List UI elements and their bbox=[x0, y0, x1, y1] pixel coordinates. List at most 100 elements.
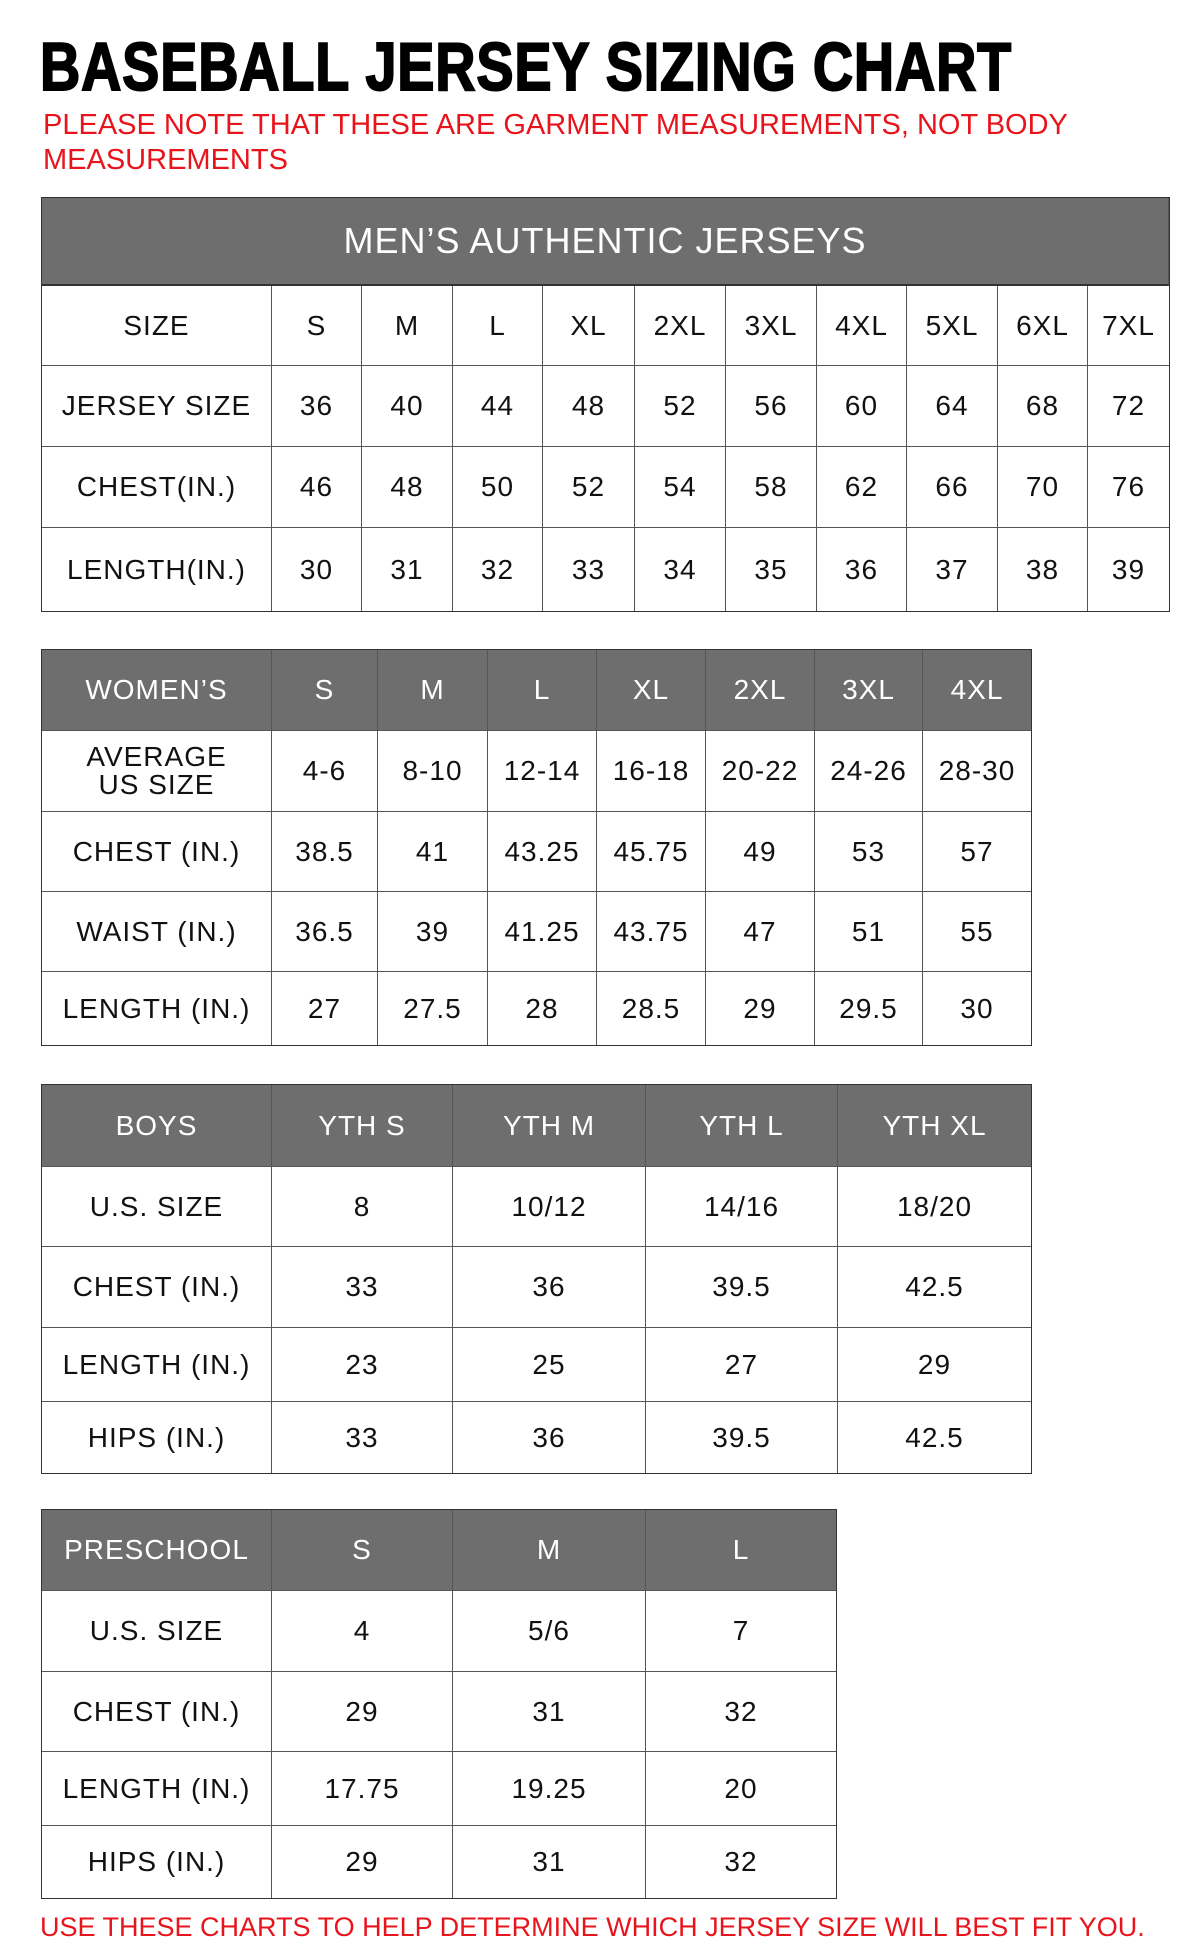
pre-row-label: HIPS (IN.) bbox=[42, 1826, 272, 1898]
women-size-header: XL bbox=[597, 650, 706, 731]
pre-table-cell: 32 bbox=[724, 1846, 758, 1877]
men-size-header: 3XL bbox=[726, 286, 817, 366]
men-size-header: L bbox=[453, 286, 543, 366]
men-table-cell: 70 bbox=[998, 447, 1088, 528]
women-table-cell: 41 bbox=[378, 812, 488, 892]
men-table-cell: 31 bbox=[362, 528, 453, 611]
women-table-cell: 28 bbox=[488, 972, 597, 1045]
boys-row-label: CHEST (IN.) bbox=[42, 1247, 272, 1328]
women-table-cell: 29 bbox=[706, 972, 815, 1045]
women-size-header: L bbox=[488, 650, 597, 731]
boys-row-label: U.S. SIZE bbox=[42, 1167, 272, 1247]
women-table-cell: 30 bbox=[960, 992, 994, 1024]
women-table-cell: 20-22 bbox=[706, 731, 815, 812]
women-row-label: CHEST (IN.) bbox=[42, 812, 272, 892]
women-table-cell: 29.5 bbox=[815, 972, 923, 1045]
men-row-label: JERSEY SIZE bbox=[42, 366, 272, 447]
women-table-cell: 43.25 bbox=[488, 812, 597, 892]
garment-measurement-note: PLEASE NOTE THAT THESE ARE GARMENT MEASU… bbox=[43, 109, 1068, 176]
womens-size-table: WOMEN’S S M L XL 2XL 3XL 4XL AVERAGE US SIZE 4-6 8… bbox=[41, 649, 1032, 1046]
pre-table-cell: 31 bbox=[453, 1672, 646, 1752]
boys-table-cell: 23 bbox=[272, 1328, 453, 1402]
men-table-cell: 36 bbox=[817, 528, 907, 611]
men-table-cell: 76 bbox=[1088, 447, 1169, 528]
boys-header-label: BOYS bbox=[42, 1085, 272, 1167]
pre-size-header: S bbox=[272, 1510, 453, 1591]
men-table-cell: 64 bbox=[907, 366, 998, 447]
boys-table-cell: 36 bbox=[453, 1402, 646, 1473]
mens-authentic-jerseys-table: MEN’S AUTHENTIC JERSEYS SIZE S M L XL 2XL 3XL 4… bbox=[41, 197, 1170, 612]
pre-size-header: M bbox=[453, 1510, 646, 1591]
women-size-header: 3XL bbox=[815, 650, 923, 731]
boys-row-label: HIPS (IN.) bbox=[42, 1402, 272, 1473]
women-table-cell: 28.5 bbox=[597, 972, 706, 1045]
men-size-header: XL bbox=[543, 286, 635, 366]
footer-note: USE THESE CHARTS TO HELP DETERMINE WHICH… bbox=[40, 1912, 1145, 1942]
pre-table-cell: 29 bbox=[272, 1672, 453, 1752]
men-size-header: S bbox=[272, 286, 362, 366]
pre-table-cell: 29 bbox=[272, 1826, 453, 1898]
boys-table-cell: 14/16 bbox=[646, 1167, 838, 1247]
women-table-cell: 57 bbox=[923, 812, 1031, 892]
women-table-cell: 16-18 bbox=[597, 731, 706, 812]
men-header-label: SIZE bbox=[42, 286, 272, 366]
men-row-label: CHEST(IN.) bbox=[42, 447, 272, 528]
men-table-cell: 35 bbox=[726, 528, 817, 611]
boys-table-cell: 33 bbox=[272, 1402, 453, 1473]
women-size-header: M bbox=[378, 650, 488, 731]
men-table-cell: 40 bbox=[362, 366, 453, 447]
men-table-cell: 72 bbox=[1088, 366, 1169, 447]
men-table-cell: 34 bbox=[635, 528, 726, 611]
women-table-cell: 49 bbox=[706, 812, 815, 892]
men-table-cell: 50 bbox=[453, 447, 543, 528]
men-size-header: 2XL bbox=[635, 286, 726, 366]
boys-size-header: YTH S bbox=[272, 1085, 453, 1167]
men-table-cell: 36 bbox=[272, 366, 362, 447]
women-header-label: WOMEN’S bbox=[42, 650, 272, 731]
men-table-cell: 62 bbox=[817, 447, 907, 528]
pre-table-cell: 19.25 bbox=[453, 1752, 646, 1826]
pre-table-cell: 32 bbox=[646, 1672, 836, 1752]
women-row-label: WAIST (IN.) bbox=[42, 892, 272, 972]
pre-table-cell: 31 bbox=[453, 1826, 646, 1898]
men-table-cell: 58 bbox=[726, 447, 817, 528]
boys-row-label: LENGTH (IN.) bbox=[42, 1328, 272, 1402]
men-table-cell: 46 bbox=[272, 447, 362, 528]
women-size-header: S bbox=[272, 650, 378, 731]
pre-size-header: L bbox=[646, 1510, 836, 1591]
men-table-cell: 44 bbox=[453, 366, 543, 447]
women-table-cell: 24-26 bbox=[815, 731, 923, 812]
men-table-cell: 68 bbox=[998, 366, 1088, 447]
pre-header-label: PRESCHOOL bbox=[42, 1510, 272, 1591]
women-table-cell: 55 bbox=[923, 892, 1031, 972]
women-size-header: 2XL bbox=[706, 650, 815, 731]
boys-table-cell: 10/12 bbox=[453, 1167, 646, 1247]
women-row-label: LENGTH (IN.) bbox=[42, 972, 272, 1045]
women-table-cell: 27.5 bbox=[378, 972, 488, 1045]
pre-table-cell: 20 bbox=[646, 1752, 836, 1826]
boys-size-header: YTH L bbox=[646, 1085, 838, 1167]
women-row-label: AVERAGE US SIZE bbox=[42, 731, 272, 812]
boys-size-header: YTH M bbox=[453, 1085, 646, 1167]
pre-table-cell: 4 bbox=[272, 1591, 453, 1672]
men-table-cell: 66 bbox=[907, 447, 998, 528]
boys-table-cell: 42.5 bbox=[838, 1247, 1031, 1328]
women-table-cell: 28-30 bbox=[923, 731, 1031, 812]
boys-table-cell: 27 bbox=[646, 1328, 838, 1402]
women-table-cell: 36.5 bbox=[272, 892, 378, 972]
boys-table-cell: 39.5 bbox=[646, 1247, 838, 1328]
pre-row-label: U.S. SIZE bbox=[42, 1591, 272, 1672]
men-table-cell: 33 bbox=[543, 528, 635, 611]
men-table-cell: 54 bbox=[635, 447, 726, 528]
boys-table-cell: 39.5 bbox=[646, 1402, 838, 1473]
men-table-cell: 30 bbox=[272, 528, 362, 611]
boys-table-cell: 33 bbox=[272, 1247, 453, 1328]
pre-table-cell: 7 bbox=[646, 1591, 836, 1672]
men-size-header: M bbox=[362, 286, 453, 366]
boys-table-cell: 29 bbox=[838, 1328, 1031, 1402]
boys-size-header: YTH XL bbox=[838, 1085, 1031, 1167]
mens-table-banner: MEN’S AUTHENTIC JERSEYS bbox=[42, 198, 1169, 286]
page-title: BASEBALL JERSEY SIZING CHART bbox=[39, 28, 1013, 106]
boys-table-cell: 42.5 bbox=[905, 1421, 964, 1453]
men-table-cell: 48 bbox=[362, 447, 453, 528]
